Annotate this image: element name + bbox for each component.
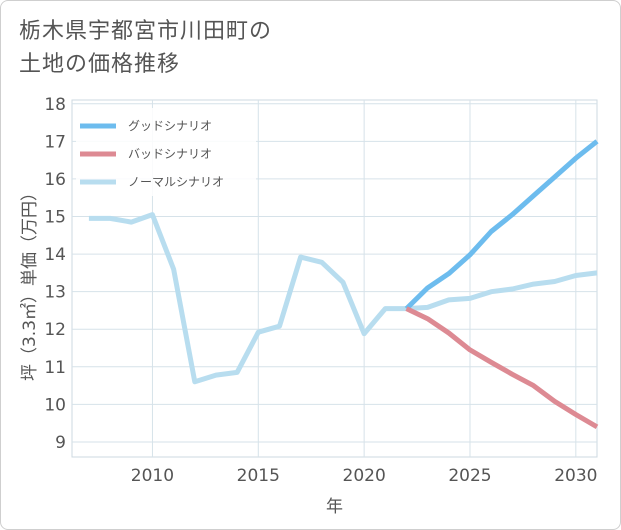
y-tick-label: 12	[44, 320, 66, 340]
x-tick-label: 2025	[448, 466, 491, 486]
y-tick-label: 11	[44, 358, 66, 378]
y-tick-label: 15	[44, 207, 66, 227]
y-tick-label: 13	[44, 283, 66, 303]
y-tick-label: 16	[44, 170, 66, 190]
y-tick-label: 10	[44, 395, 66, 415]
series-lines	[88, 139, 599, 430]
series-line	[405, 306, 599, 430]
x-axis-label: 年	[326, 497, 343, 517]
x-tick-label: 2010	[131, 466, 174, 486]
series-line	[88, 212, 598, 385]
ticks: 9 10 11 12 13 14 15 16 17 18 2010 2015 2020 2025 2030	[44, 95, 597, 486]
x-tick-label: 2030	[554, 466, 597, 486]
legend-label: グッドシナリオ	[128, 119, 212, 133]
chart-title-line2: 土地の価格推移	[19, 52, 181, 77]
chart-title: 栃木県宇都宮市川田町の 土地の価格推移	[19, 15, 272, 81]
x-tick-label: 2020	[343, 466, 386, 486]
legend-label: バッドシナリオ	[128, 147, 212, 161]
y-tick-label: 18	[44, 95, 66, 115]
x-tick-label: 2015	[237, 466, 280, 486]
y-tick-label: 14	[44, 245, 66, 265]
plot-frame	[71, 99, 598, 458]
y-tick-label: 17	[44, 132, 66, 152]
chart-title-line1: 栃木県宇都宮市川田町の	[19, 19, 273, 44]
y-axis-label: 坪（3.3㎡）単価（万円）	[20, 184, 40, 381]
legend-label: ノーマルシナリオ	[128, 175, 224, 189]
series-line	[404, 139, 599, 311]
y-tick-label: 9	[55, 433, 66, 453]
